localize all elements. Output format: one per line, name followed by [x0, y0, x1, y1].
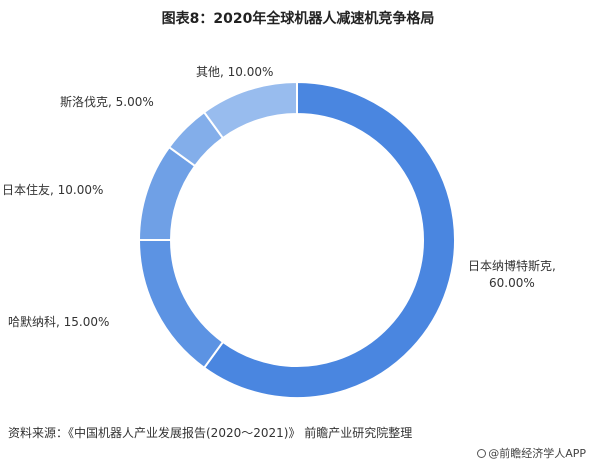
source-note: 资料来源：《中国机器人产业发展报告(2020～2021)》 前瞻产业研究院整理: [8, 426, 413, 440]
slice-nabtesco: [202, 80, 456, 399]
slice-other: [202, 80, 298, 140]
footer-text: @前瞻经济学人APP: [488, 447, 586, 460]
footer-credit: @前瞻经济学人APP: [477, 445, 586, 461]
data-label-sumitomo: 日本住友, 10.00%: [2, 183, 104, 197]
data-label-other: 其他, 10.00%: [196, 65, 274, 79]
data-label-nabtesco: 日本纳博特斯克, 60.00%: [468, 259, 556, 290]
logo-icon: [477, 449, 487, 458]
chart-title: 图表8：2020年全球机器人减速机竞争格局: [161, 11, 435, 27]
data-label-slovakia: 斯洛伐克, 5.00%: [60, 95, 154, 109]
data-label-harmonic: 哈默纳科, 15.00%: [8, 315, 110, 329]
slice-harmonic: [137, 239, 225, 370]
